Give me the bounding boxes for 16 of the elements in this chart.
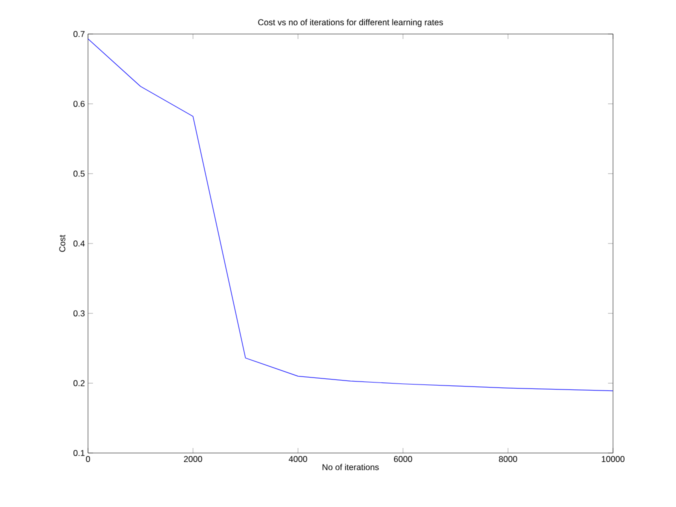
y-tick-label: 0.7	[73, 31, 85, 38]
chart-title: Cost vs no of iterations for different learning rates	[258, 19, 443, 27]
y-tick-label: 0.5	[73, 170, 85, 177]
x-tick-label: 2000	[184, 456, 202, 462]
x-tick-label: 4000	[288, 456, 308, 462]
x-tick-label: 0	[86, 456, 90, 462]
x-tick-label: 8000	[498, 456, 518, 462]
x-tick-label: 6000	[394, 456, 412, 462]
x-axis-title: No of iterations	[322, 464, 379, 470]
y-tick-label: 0.4	[73, 240, 85, 247]
x-tick-label: 10000	[602, 456, 624, 462]
y-tick-label: 0.3	[73, 310, 85, 316]
y-tick-label: 0.6	[73, 100, 85, 107]
y-tick-label: 0.1	[73, 450, 85, 456]
y-axis-title: Cost	[59, 234, 66, 252]
y-tick-label: 0.2	[73, 380, 85, 386]
